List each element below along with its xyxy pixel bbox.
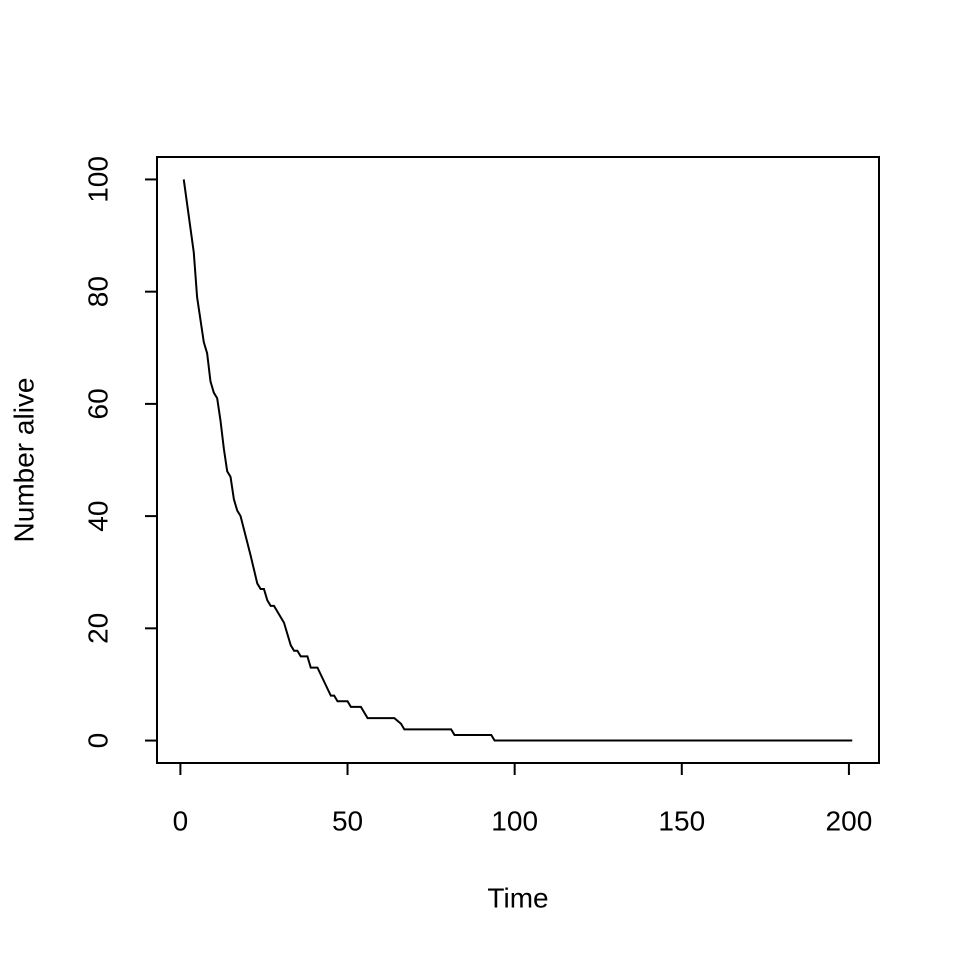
x-tick-label: 200: [826, 805, 873, 836]
y-tick-label: 0: [82, 733, 113, 749]
x-tick-label: 50: [332, 805, 363, 836]
x-axis-label: Time: [487, 882, 548, 913]
y-tick-label: 40: [82, 501, 113, 532]
y-tick-label: 80: [82, 276, 113, 307]
data-line: [182, 179, 853, 742]
plot-box: [156, 156, 880, 764]
x-tick-label: 100: [491, 805, 538, 836]
y-tick-label: 20: [82, 613, 113, 644]
y-tick-label: 60: [82, 388, 113, 419]
y-tick-label: 100: [82, 156, 113, 203]
x-tick-label: 150: [658, 805, 705, 836]
y-axis-label: Number alive: [8, 378, 39, 543]
x-tick-label: 0: [173, 805, 189, 836]
